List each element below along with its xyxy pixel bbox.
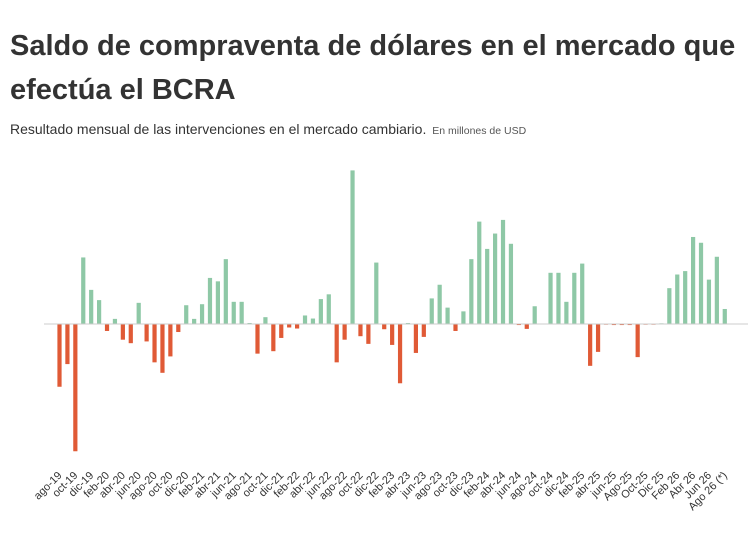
bar-jul-24 [524,324,529,329]
bar-feb-23 [390,324,395,345]
bar-nov-22 [366,324,371,344]
bar-feb-20 [104,324,110,331]
bar-feb-24 [485,248,490,324]
bar-sep-19 [65,324,70,365]
bar-mar-25 [588,324,593,366]
bar-sep-22 [350,170,355,324]
bar-nov-19 [81,257,86,324]
chart-subtitle: Resultado mensual de las intervenciones … [10,121,526,137]
bar-nov-23 [461,311,466,324]
bar-jun-22 [326,294,331,324]
bar-jul-23 [429,298,434,324]
bar-ene-21 [192,318,197,324]
bar-oct-20 [168,324,173,357]
bar-jun-20 [136,302,141,324]
bar-dic-23 [469,259,474,324]
bar-oct-24 [548,272,553,324]
bar-Jun-26 [706,279,712,324]
bar-Ago-25 [627,324,632,326]
bar-dic-20 [184,305,189,324]
bar-ene-23 [382,324,387,330]
unit-note: En millones de USD [432,125,527,137]
bar-oct-21 [263,317,268,324]
bar-ene-20 [97,300,102,324]
bar-ago-24 [532,306,537,324]
bar-ene-22 [287,324,292,328]
bar-Sep-25 [635,324,640,358]
bar-mar-24 [493,233,498,324]
bar-sep-21 [255,324,260,354]
bar-Ene-26 [667,288,672,324]
bar-abr-24 [500,219,506,324]
bar-may-23 [413,324,418,353]
bar-jul-20 [144,324,149,342]
bar-abr-23 [405,322,411,324]
bar-jun-24 [516,324,521,326]
bar-nov-21 [271,324,276,352]
bar-abr-22 [310,318,316,324]
bar-feb-21 [199,304,205,324]
bar-sep-20 [160,324,165,373]
bar-may-22 [318,299,323,324]
bar-mar-20 [112,318,118,324]
bar-ene-25 [572,272,577,324]
bar-may-21 [223,259,228,324]
bar-ago-20 [152,324,157,363]
bar-Feb-26 [675,274,680,324]
bar-mar-21 [207,277,213,324]
bar-ene-24 [477,221,482,324]
bar-ago-21 [247,322,252,324]
chart-title: Saldo de compraventa de dólares en el me… [10,30,736,106]
bar-dic-19 [89,289,94,324]
bar-mar-22 [302,315,308,324]
x-axis-ticks: ago-19oct-19dic-19feb-20abr-20jun-20ago-… [32,470,730,514]
bars-group [57,170,727,452]
bar-dic-22 [374,262,379,324]
bar-oct-23 [453,324,458,331]
bar-abr-20 [120,324,125,340]
bar-sep-23 [445,307,450,324]
bar-May-26 [698,242,704,324]
bar-ago-23 [437,284,442,324]
bar-jul-25 [619,324,624,326]
bar-abr-21 [215,281,220,324]
bar-Ago-26 (*) [722,308,727,324]
bar-feb-25 [580,263,585,324]
bar-feb-22 [295,324,300,329]
bar-may-20 [128,324,133,344]
subtitle-text: Resultado mensual de las intervenciones … [10,121,427,137]
bar-nov-20 [176,324,181,333]
bar-jun-21 [231,301,236,324]
bar-mar-23 [397,324,403,384]
bar-Mar-26 [683,271,688,324]
bar-jul-21 [239,301,244,324]
bar-jun-23 [421,324,426,337]
bar-ago-19 [57,324,62,387]
bar-Abr-26 [691,236,696,324]
bar-jun-25 [611,324,616,326]
bar-Jul-26 [714,256,719,324]
bar-dic-24 [564,301,569,324]
bar-may-24 [508,243,514,324]
bar-ago-22 [342,324,347,340]
bar-dic-21 [279,324,284,338]
bar-oct-22 [358,324,363,337]
bar-nov-24 [556,272,561,324]
bar-jul-22 [334,324,339,363]
bar-abr-25 [595,324,601,352]
bar-oct-19 [73,324,78,452]
